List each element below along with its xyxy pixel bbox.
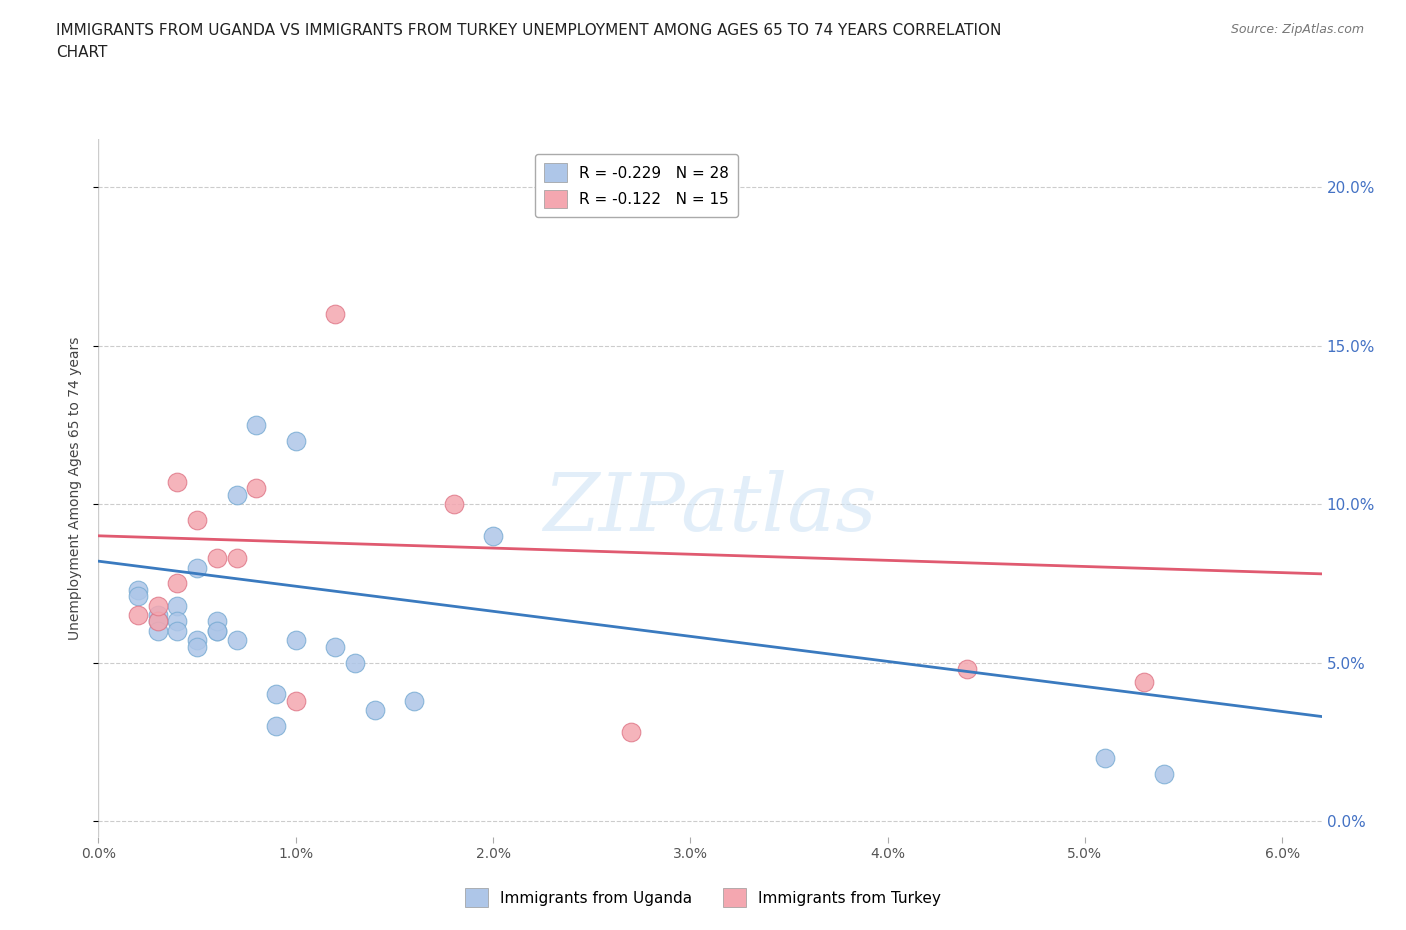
Point [186, 560, 208, 575]
Point [955, 661, 977, 676]
Point [264, 719, 287, 734]
Point [127, 589, 149, 604]
Point [127, 582, 149, 597]
Point [343, 655, 366, 670]
Point [205, 551, 228, 565]
Point [264, 687, 287, 702]
Point [323, 307, 346, 322]
Point [127, 607, 149, 622]
Legend: R = -0.229   N = 28, R = -0.122   N = 15: R = -0.229 N = 28, R = -0.122 N = 15 [534, 154, 738, 218]
Point [404, 693, 426, 708]
Point [225, 551, 247, 565]
Y-axis label: Unemployment Among Ages 65 to 74 years: Unemployment Among Ages 65 to 74 years [69, 337, 83, 640]
Legend: Immigrants from Uganda, Immigrants from Turkey: Immigrants from Uganda, Immigrants from … [458, 883, 948, 913]
Point [225, 633, 247, 648]
Point [146, 614, 169, 629]
Point [284, 433, 307, 448]
Point [166, 614, 188, 629]
Text: Source: ZipAtlas.com: Source: ZipAtlas.com [1230, 23, 1364, 36]
Point [1153, 766, 1175, 781]
Point [186, 633, 208, 648]
Text: CHART: CHART [56, 45, 108, 60]
Point [186, 639, 208, 654]
Point [443, 497, 465, 512]
Point [1133, 674, 1156, 689]
Point [166, 576, 188, 591]
Point [146, 598, 169, 613]
Point [166, 623, 188, 638]
Point [205, 614, 228, 629]
Point [225, 487, 247, 502]
Point [284, 633, 307, 648]
Point [166, 474, 188, 489]
Point [363, 703, 385, 718]
Text: ZIPatlas: ZIPatlas [543, 471, 877, 548]
Point [482, 528, 505, 543]
Point [323, 639, 346, 654]
Point [205, 623, 228, 638]
Point [245, 418, 267, 432]
Point [620, 725, 643, 740]
Point [205, 623, 228, 638]
Point [146, 623, 169, 638]
Point [245, 481, 267, 496]
Point [166, 598, 188, 613]
Point [146, 607, 169, 622]
Point [146, 614, 169, 629]
Point [186, 512, 208, 527]
Point [1094, 751, 1116, 765]
Point [284, 693, 307, 708]
Text: IMMIGRANTS FROM UGANDA VS IMMIGRANTS FROM TURKEY UNEMPLOYMENT AMONG AGES 65 TO 7: IMMIGRANTS FROM UGANDA VS IMMIGRANTS FRO… [56, 23, 1001, 38]
